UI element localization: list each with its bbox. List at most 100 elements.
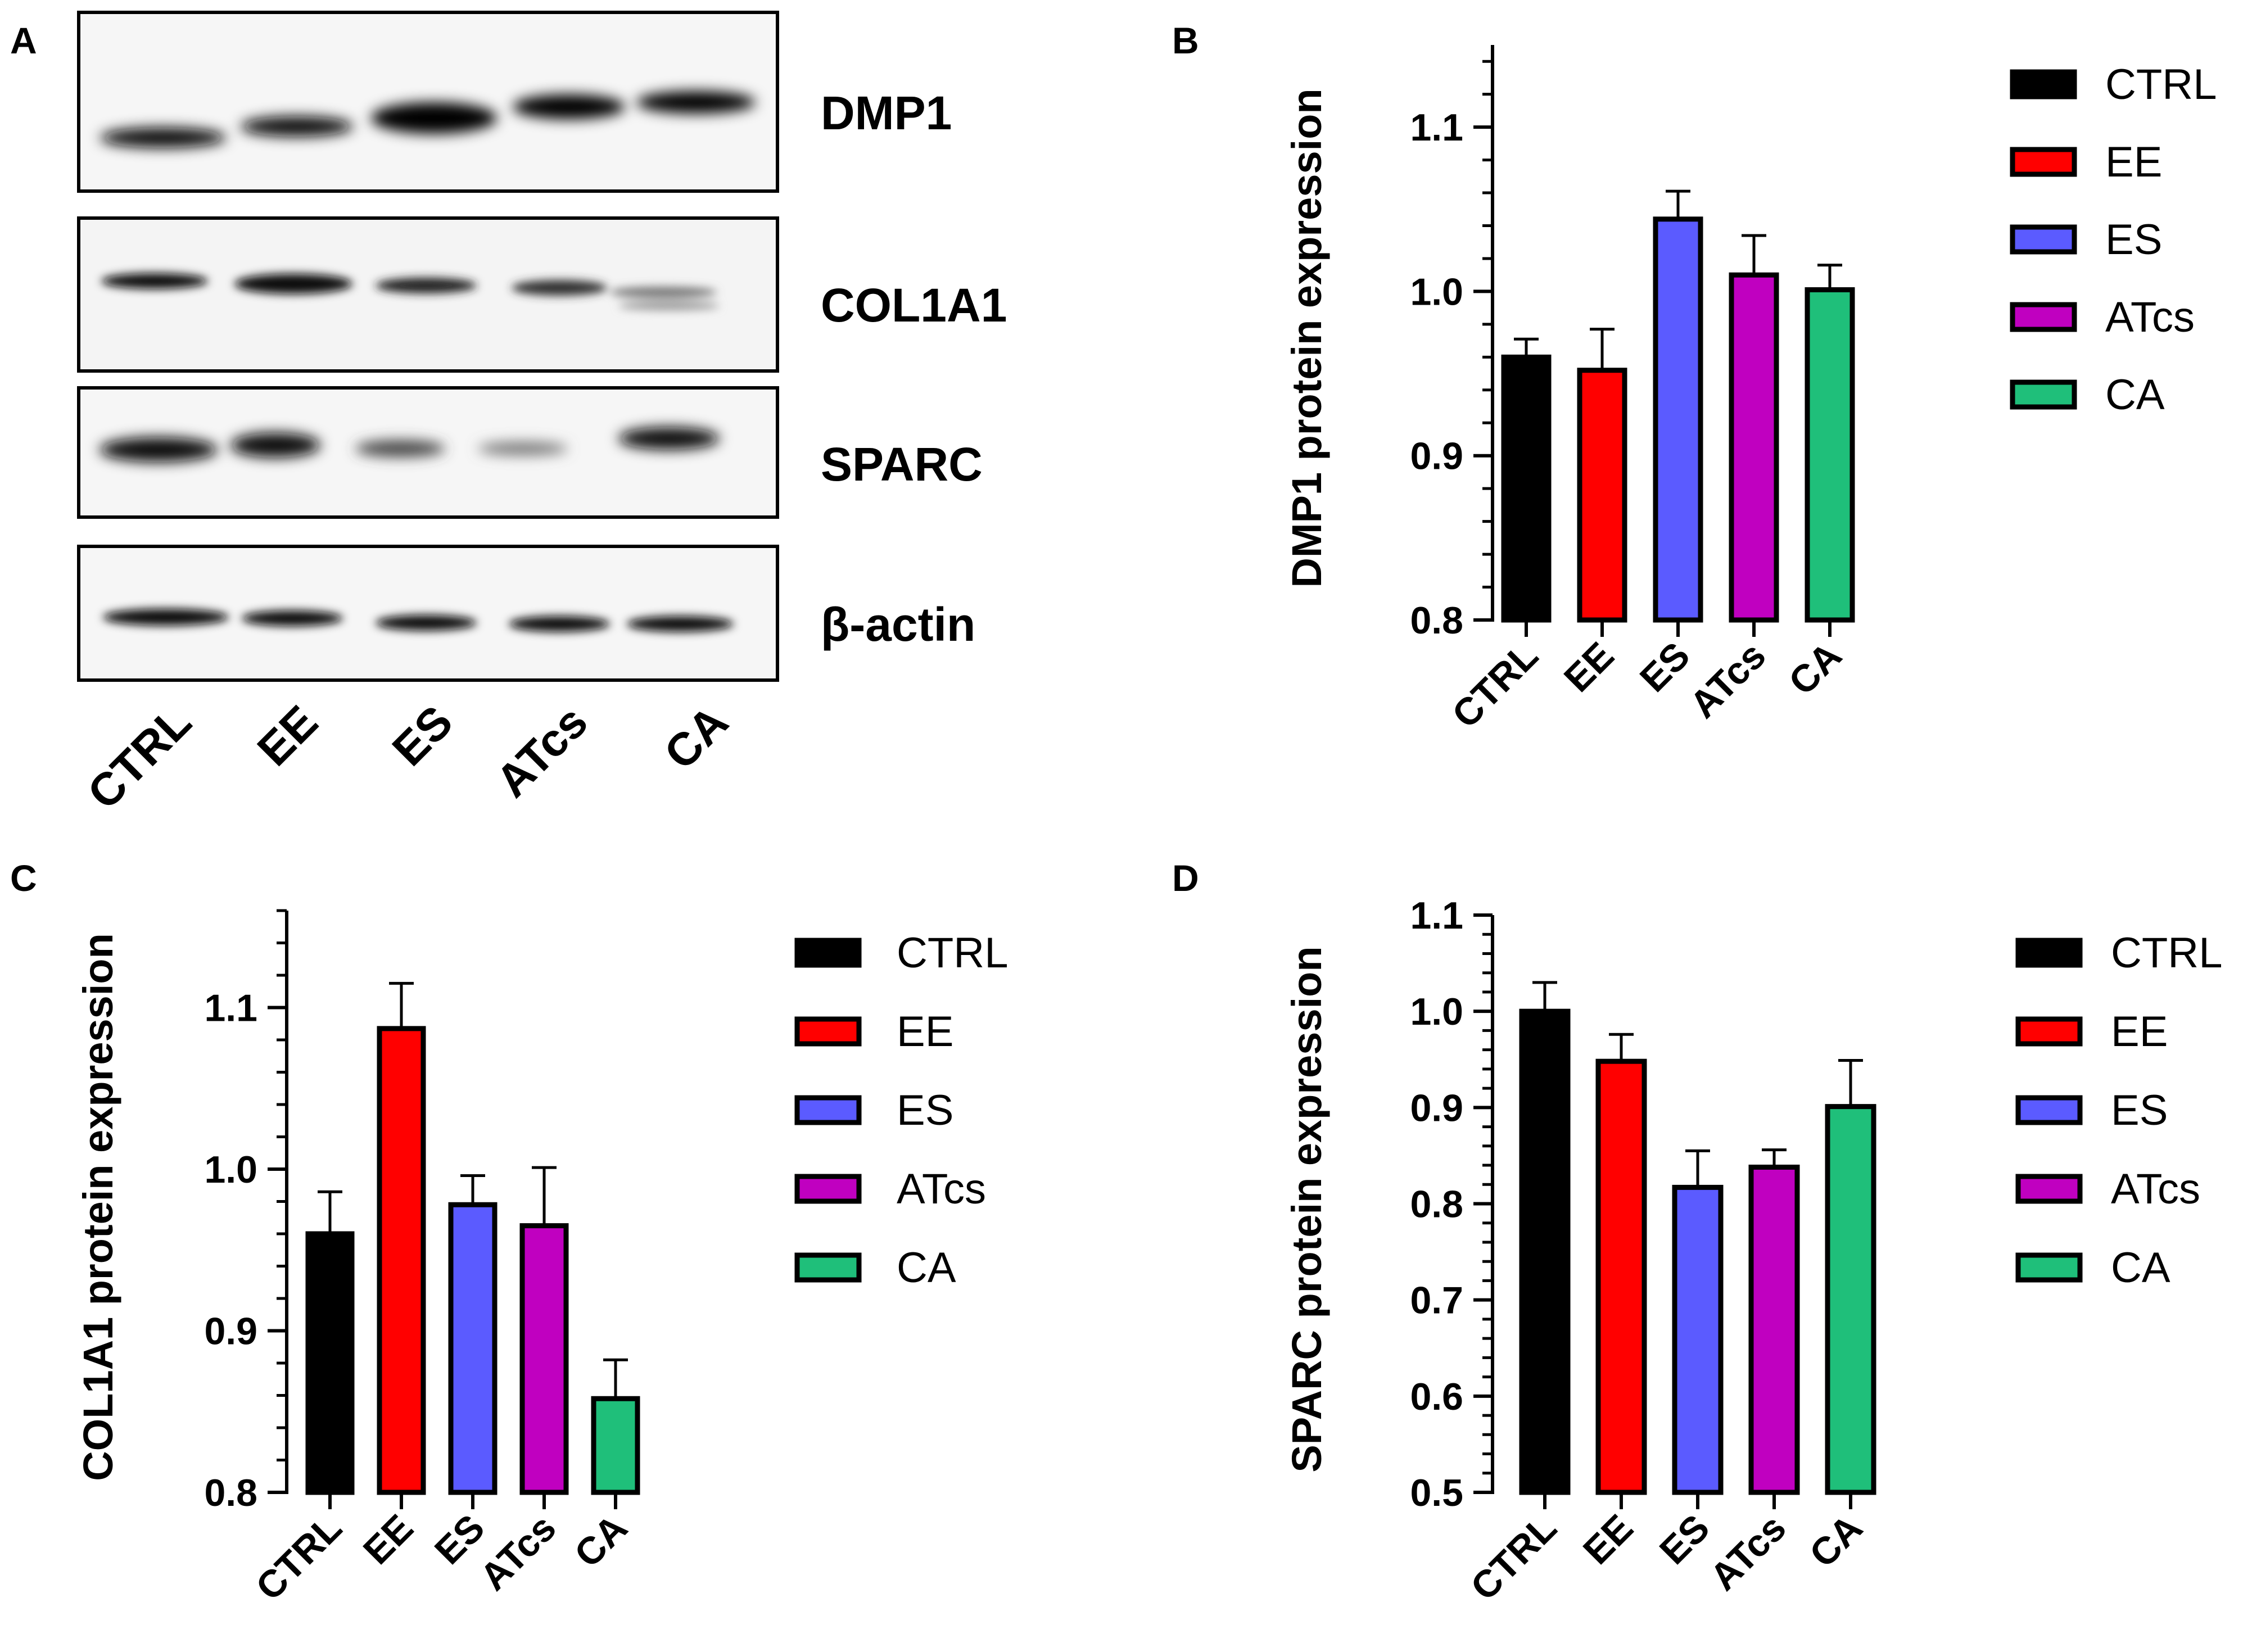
y-tick-label: 1.1: [1410, 894, 1463, 937]
legend-swatch-ca: [794, 1252, 862, 1283]
panel-letter-c: C: [10, 857, 37, 899]
blot-band: [100, 437, 218, 462]
blot-band: [512, 280, 607, 296]
bar-ee: [1577, 368, 1627, 623]
legend-swatch-ca: [2015, 1252, 2083, 1283]
x-tick-label: CTRL: [1463, 1506, 1565, 1609]
x-tick-label: ATcs: [1681, 634, 1774, 726]
y-tick-label: 1.0: [1410, 270, 1463, 313]
bar-ca: [1805, 287, 1855, 623]
legend-swatch-ee: [2015, 1016, 2083, 1047]
y-axis-title: SPARC protein expression: [1283, 946, 1330, 1472]
chart-col1a1: 0.8 0.9 1.0 1.1 COL1A1 protein expression CTR…: [75, 909, 1008, 1609]
legend-label: EE: [897, 1008, 953, 1056]
blot-band: [371, 102, 497, 134]
lane-label: ATcs: [486, 696, 598, 807]
blot-band: [376, 615, 477, 631]
legend-label: CA: [2111, 1244, 2170, 1292]
bar-es: [1672, 1184, 1724, 1495]
blot-label-col1a1: COL1A1: [821, 279, 1007, 332]
blot-band: [241, 116, 353, 137]
blot-band: [355, 440, 445, 457]
legend-swatch-atcs: [2010, 302, 2077, 332]
legend-swatch-atcs: [2015, 1174, 2083, 1204]
x-tick-label: ATcs: [472, 1506, 564, 1599]
lane-label: ES: [383, 696, 463, 776]
legend-label: ATcs: [2105, 293, 2195, 341]
blot-band: [103, 609, 229, 626]
chart-sparc: 0.5 0.6 0.7 0.8 0.9 1.0 1.1 SPARC protein expre…: [1283, 894, 2222, 1609]
bar-ctrl: [305, 1231, 355, 1495]
y-tick-label: 0.9: [204, 1310, 257, 1353]
y-tick-label: 1.1: [1410, 106, 1463, 149]
y-tick-label: 0.7: [1410, 1279, 1463, 1322]
legend-label: CA: [897, 1244, 956, 1292]
bar-atcs: [1748, 1164, 1800, 1495]
x-tick-label: CA: [566, 1506, 635, 1576]
y-tick-label: 0.9: [1410, 1087, 1463, 1129]
legend-swatch-ctrl: [2015, 938, 2083, 968]
legend-label: ES: [2105, 216, 2162, 264]
blot-band: [513, 94, 625, 119]
panel-a: A: [10, 11, 1007, 819]
legend-swatch-ee: [2010, 147, 2077, 177]
legend-label: EE: [2105, 138, 2162, 186]
x-tick-label: CTRL: [1444, 634, 1546, 736]
blot-strip-beta-actin: [77, 545, 779, 682]
blot-band: [242, 610, 343, 626]
lane-label: EE: [248, 696, 328, 776]
legend-swatch-es: [2010, 224, 2077, 255]
legend-label: CTRL: [897, 929, 1008, 977]
y-tick-label: 0.6: [1410, 1375, 1463, 1418]
y-tick-label: 0.5: [1410, 1472, 1463, 1514]
y-axis-title: COL1A1 protein expression: [75, 933, 121, 1481]
blot-band: [478, 442, 568, 455]
blot-band: [618, 301, 720, 310]
legend-swatch-ee: [794, 1016, 862, 1047]
lane-label: CA: [655, 696, 738, 779]
blot-label-beta-actin: β-actin: [821, 598, 975, 651]
blot-band: [100, 128, 226, 148]
bar-ctrl: [1519, 1008, 1571, 1495]
bar-atcs: [1729, 272, 1779, 623]
panel-letter-b: B: [1172, 20, 1199, 61]
y-axis-title: DMP1 protein expression: [1283, 88, 1330, 587]
legend-label: EE: [2111, 1008, 2168, 1056]
bar-es: [448, 1202, 498, 1495]
bar-ctrl: [1501, 354, 1552, 623]
panel-letter-a: A: [10, 20, 37, 61]
bar-ca: [591, 1396, 640, 1495]
legend-swatch-es: [794, 1095, 862, 1125]
y-tick-label: 0.8: [1410, 1183, 1463, 1226]
x-tick-label: CA: [1780, 634, 1849, 703]
x-tick-label: ATcs: [1702, 1506, 1794, 1599]
bar-es: [1653, 216, 1703, 623]
x-tick-label: EE: [1556, 634, 1622, 700]
legend-label: ATcs: [897, 1165, 986, 1213]
blot-strip-dmp1: [77, 11, 779, 193]
legend-label: CTRL: [2111, 929, 2222, 977]
legend-swatch-ca: [2010, 379, 2077, 410]
x-tick-label: CTRL: [248, 1506, 350, 1609]
legend-label: ATcs: [2111, 1165, 2200, 1213]
blot-band: [610, 287, 717, 298]
y-tick-label: 0.8: [204, 1472, 257, 1514]
blot-band: [618, 427, 720, 450]
blot-strip-col1a1: [77, 216, 779, 373]
bar-ee: [1595, 1058, 1647, 1495]
blot-band: [636, 91, 756, 114]
blot-band: [627, 616, 734, 632]
y-tick-label: 1.0: [204, 1148, 257, 1191]
lane-label: CTRL: [78, 696, 201, 819]
y-tick-label: 1.1: [204, 987, 257, 1030]
legend-label: CTRL: [2105, 61, 2217, 108]
y-tick-label: 0.8: [1410, 599, 1463, 642]
legend-label: CA: [2105, 371, 2165, 419]
x-tick-label: CA: [1801, 1506, 1870, 1576]
legend-swatch-ctrl: [794, 938, 862, 968]
blot-band: [509, 616, 610, 632]
blot-label-dmp1: DMP1: [821, 87, 952, 139]
x-tick-label: EE: [1575, 1506, 1641, 1573]
blot-band: [101, 273, 208, 289]
